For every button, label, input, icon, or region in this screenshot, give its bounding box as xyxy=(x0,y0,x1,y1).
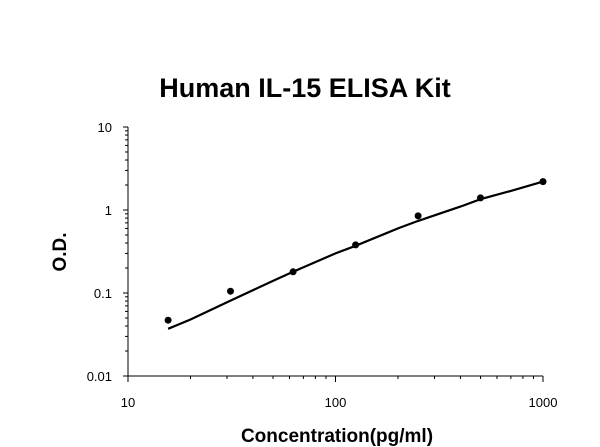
y-tick-label: 0.01 xyxy=(87,369,112,384)
y-axis-label: O.D. xyxy=(50,232,71,271)
chart-title: Human IL-15 ELISA Kit xyxy=(159,73,451,103)
fit-curve-line xyxy=(167,180,544,330)
data-point xyxy=(477,194,484,202)
data-point xyxy=(164,316,172,324)
y-tick-label: 10 xyxy=(98,120,112,135)
axes xyxy=(127,127,543,377)
x-tick-label: 100 xyxy=(325,395,347,410)
data-points xyxy=(164,178,547,324)
data-point xyxy=(539,178,547,186)
x-tick-label: 1000 xyxy=(529,395,558,410)
y-tick-label: 1 xyxy=(105,203,112,218)
tick-marks xyxy=(123,126,544,382)
data-point xyxy=(289,268,297,276)
x-axis-label: Concentration(pg/ml) xyxy=(241,426,433,447)
x-tick-label: 10 xyxy=(121,395,135,410)
y-tick-label: 0.1 xyxy=(94,286,112,301)
data-point xyxy=(352,241,360,249)
data-point xyxy=(227,287,234,295)
tick-labels: 0.01 0.1 1 10 10 100 1000 xyxy=(87,120,558,410)
data-point xyxy=(414,212,422,220)
